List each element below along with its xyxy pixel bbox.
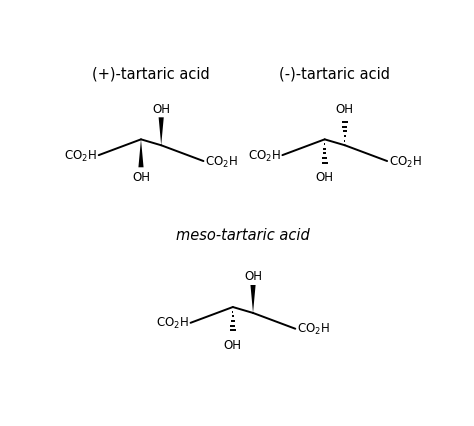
Text: CO$_2$H: CO$_2$H [297,322,329,337]
Text: CO$_2$H: CO$_2$H [389,154,421,169]
Text: meso-tartaric acid: meso-tartaric acid [176,227,310,242]
Text: OH: OH [316,170,334,184]
Text: CO$_2$H: CO$_2$H [205,154,237,169]
Text: OH: OH [224,338,242,351]
Text: OH: OH [132,170,150,184]
Text: CO$_2$H: CO$_2$H [156,316,189,331]
Polygon shape [250,285,255,313]
Polygon shape [138,140,144,168]
Polygon shape [159,118,164,146]
Text: OH: OH [152,102,170,115]
Text: CO$_2$H: CO$_2$H [64,148,97,163]
Text: OH: OH [244,270,262,283]
Text: (+)-tartaric acid: (+)-tartaric acid [92,66,210,81]
Text: CO$_2$H: CO$_2$H [248,148,281,163]
Text: OH: OH [336,102,354,115]
Text: (-)-tartaric acid: (-)-tartaric acid [279,66,390,81]
